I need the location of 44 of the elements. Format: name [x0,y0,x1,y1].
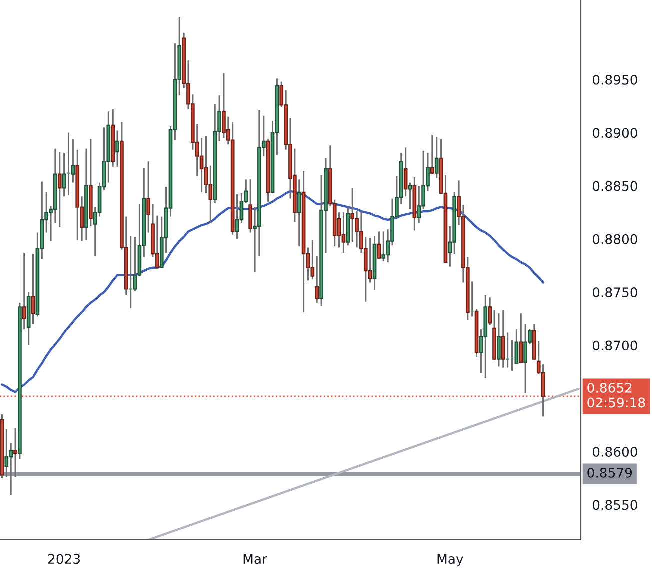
candlestick [310,239,315,280]
candlestick [514,328,519,364]
candlestick [434,136,439,180]
candlestick [368,237,372,284]
candlestick [116,130,120,168]
y-tick-label: 0.8700 [592,340,638,351]
candlestick [377,230,382,260]
candlestick [133,236,138,292]
candlestick [501,310,506,369]
candlestick [235,194,240,240]
y-tick-label: 0.8600 [592,446,638,457]
candlestick [31,253,36,325]
candlestick [497,312,501,368]
candlestick [382,230,386,262]
candlestick [404,146,408,198]
y-tick-label: 0.8750 [592,288,638,298]
candlestick [488,296,492,326]
x-tick-label: Mar [244,554,268,564]
candlestick [297,178,302,248]
candlestick [350,187,355,244]
candlestick [248,178,253,234]
candlestick [315,255,320,304]
line-series [1,190,544,394]
y-tick-label: 0.8800 [592,234,638,244]
candlestick [4,428,9,478]
candlestick [541,364,546,418]
candlestick [408,182,412,210]
candlestick [519,312,524,364]
candlestick [417,185,422,224]
candlestick [200,137,204,194]
y-tick-label: 0.8950 [592,74,638,85]
candlestick [14,428,18,478]
ref-line-label: 0.8652 02:59:18 [588,382,646,408]
x-tick-label: 2023 [48,554,80,564]
x-tick-label: May [438,554,464,567]
y-tick-label: 0.8850 [592,181,638,192]
y-tick-label: 0.8550 [592,500,638,510]
candlestick [342,212,346,254]
candlestick [58,151,62,228]
y-tick-label: 0.8900 [592,128,638,138]
candlestick [62,152,66,198]
candlestick [430,134,434,176]
candlestick [22,252,26,330]
ref-line-label: 0.8579 [588,468,632,478]
